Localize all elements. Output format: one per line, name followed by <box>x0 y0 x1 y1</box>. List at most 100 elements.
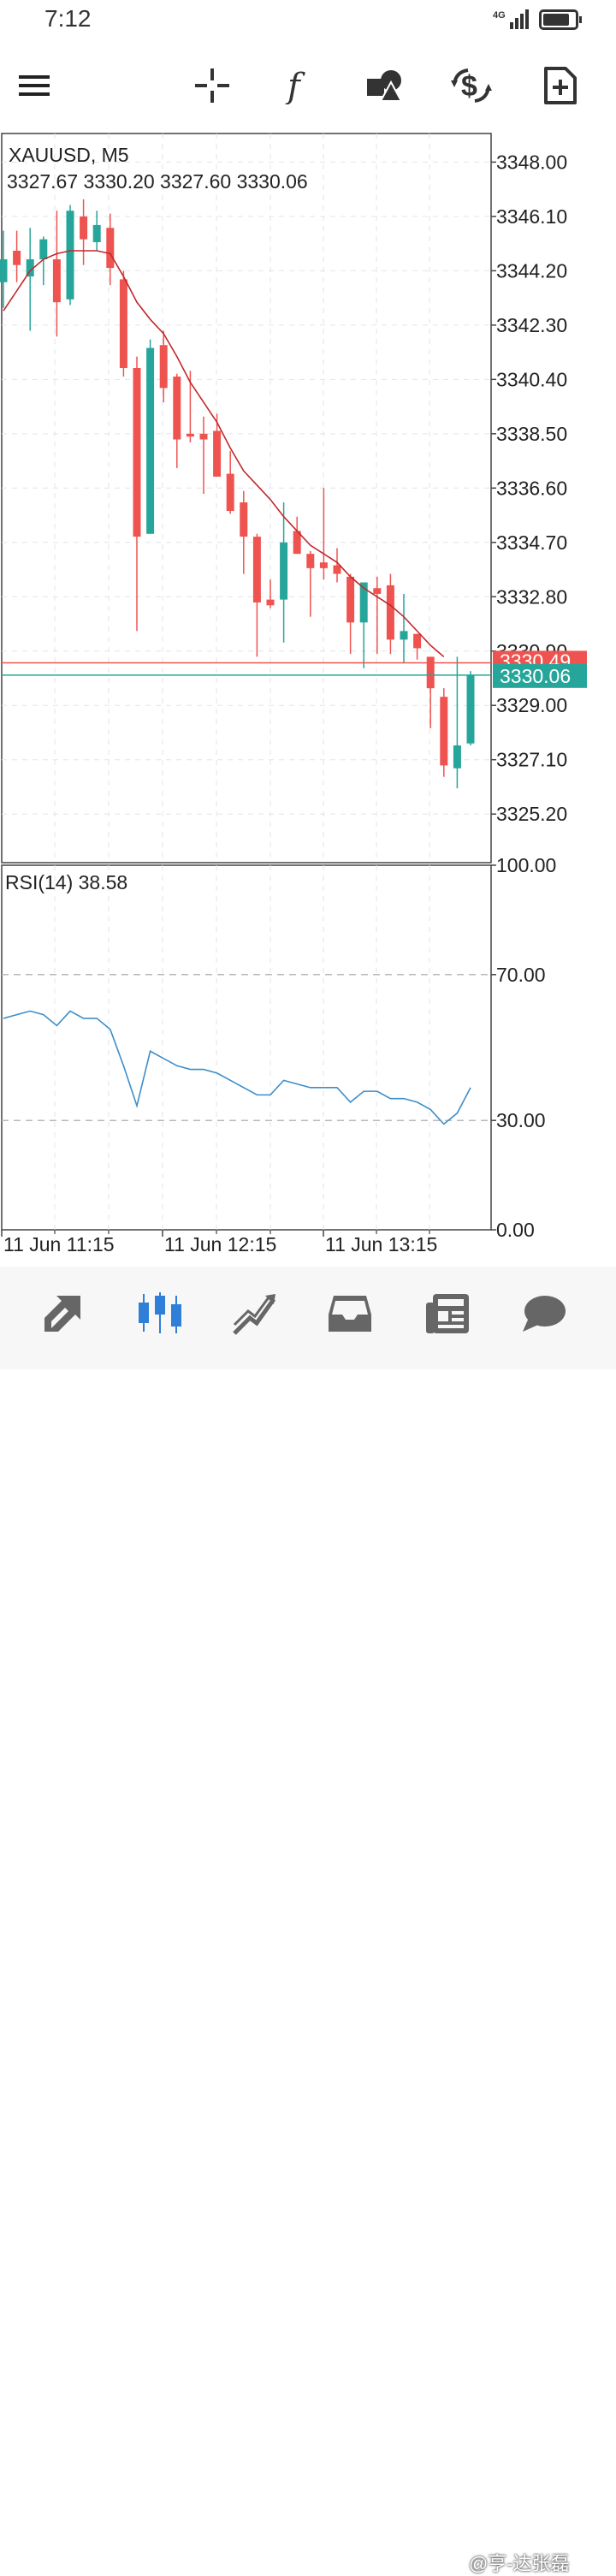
bear-candle-body <box>199 433 208 440</box>
bottom-navigation: @亨-达张磊 <box>0 1267 616 2574</box>
signal-icon: 4G <box>493 9 529 29</box>
objects-button[interactable] <box>359 51 411 120</box>
bear-candle-body <box>252 537 261 602</box>
symbol-label: XAUUSD, M5 <box>9 144 129 166</box>
price-tick-label: 3336.60 <box>496 477 567 499</box>
nav-news[interactable] <box>409 1275 486 1352</box>
indicators-button[interactable]: f <box>272 51 323 120</box>
price-chart[interactable]: 3348.00 3346.10 3344.20 3342.30 3340.40 3338.… <box>0 133 616 1267</box>
bear-candle-body <box>373 588 382 594</box>
rsi-line <box>3 1010 471 1125</box>
nav-chart[interactable] <box>121 1275 198 1352</box>
nav-messages[interactable] <box>505 1275 582 1352</box>
shapes-icon <box>367 70 403 102</box>
crosshair-icon <box>195 68 229 103</box>
bull-candle-body <box>92 224 101 242</box>
new-order-button[interactable] <box>535 51 586 120</box>
bear-candle-body <box>13 250 21 265</box>
bull-candle-body <box>280 542 288 600</box>
time-axis-label: 11 Jun 11:15 <box>3 1233 115 1255</box>
status-icons: 4G <box>493 9 582 31</box>
bull-candle-body <box>453 745 461 769</box>
rsi-label: RSI(14) 38.58 <box>5 871 127 893</box>
price-tick-label: 3344.20 <box>496 259 567 282</box>
bear-candle-body <box>346 576 355 623</box>
bear-candle-body <box>133 367 141 537</box>
battery-icon <box>539 9 582 30</box>
rsi-tick-label: 100.00 <box>496 854 556 876</box>
price-tick-label: 3340.40 <box>496 368 567 390</box>
bear-candle-body <box>319 562 328 568</box>
price-tick-label: 3334.70 <box>496 531 567 554</box>
nav-trade[interactable] <box>216 1275 293 1352</box>
crosshair-button[interactable] <box>187 51 238 120</box>
bull-candle-body <box>26 259 34 277</box>
nav-history[interactable] <box>311 1275 388 1352</box>
bear-candle-body <box>386 585 394 640</box>
rsi-tick-label: 0.00 <box>496 1219 535 1241</box>
rsi-tick-label: 70.00 <box>496 964 546 986</box>
svg-text:$: $ <box>461 70 477 103</box>
bear-candle-body <box>266 599 275 606</box>
bull-candle-body <box>400 631 408 640</box>
svg-text:f: f <box>285 67 305 104</box>
bear-candle-body <box>52 259 61 303</box>
bear-candle-body <box>173 377 181 440</box>
bull-candle-body <box>466 674 475 744</box>
rsi-panel-frame <box>1 864 492 1231</box>
bear-candle-body <box>159 345 168 389</box>
candlestick-icon <box>139 1292 181 1333</box>
status-bar: 7:12 4G <box>0 0 616 41</box>
trade-button[interactable]: $ <box>446 51 497 120</box>
bear-candle-body <box>333 565 341 574</box>
price-tick-label: 3342.30 <box>496 314 567 336</box>
bull-candle-body <box>0 259 8 282</box>
bear-candle-body <box>186 433 194 437</box>
bear-candle-body <box>293 531 301 555</box>
bull-candle-body <box>146 347 155 534</box>
bear-candle-body <box>240 502 248 537</box>
bear-candle-body <box>426 656 435 689</box>
function-icon: f <box>285 67 305 104</box>
price-tick-label: 3329.00 <box>496 694 567 716</box>
bear-candle-body <box>106 228 115 269</box>
ohlc-label: 3327.67 3330.20 3327.60 3330.06 <box>7 170 308 193</box>
bull-candle-body <box>66 211 74 300</box>
price-tick-label: 3346.10 <box>496 205 567 228</box>
bid-price-label: 3330.06 <box>500 665 571 687</box>
quotes-arrows-icon <box>44 1296 80 1332</box>
document-plus-icon <box>544 67 577 104</box>
bear-candle-body <box>440 697 448 766</box>
rsi-tick-label: 30.00 <box>496 1109 546 1131</box>
price-tick-label: 3332.80 <box>496 585 567 608</box>
price-tick-label: 3325.20 <box>496 803 567 825</box>
watermark-text: @亨-达张磊 <box>469 2553 570 2574</box>
time-axis-label: 11 Jun 13:15 <box>325 1233 437 1255</box>
chart-area[interactable]: 3348.00 3346.10 3344.20 3342.30 3340.40 3338.… <box>0 133 616 1267</box>
bear-candle-body <box>306 554 315 568</box>
chart-toolbar: f $ <box>0 51 616 120</box>
time-axis-label: 11 Jun 12:15 <box>164 1233 276 1255</box>
bull-candle-body <box>359 582 368 623</box>
bear-candle-body <box>80 216 88 240</box>
nav-quotes[interactable] <box>24 1275 101 1352</box>
bear-candle-body <box>119 279 127 368</box>
trend-line-icon <box>233 1294 276 1335</box>
price-tick-label: 3327.10 <box>496 749 567 771</box>
hamburger-icon <box>19 75 50 96</box>
dollar-arrows-icon: $ <box>451 68 492 103</box>
status-time: 7:12 <box>44 5 92 32</box>
price-panel-frame <box>1 133 492 864</box>
menu-button[interactable] <box>9 51 60 120</box>
chat-bubble-icon <box>523 1296 566 1332</box>
inbox-icon <box>329 1296 371 1332</box>
price-tick-label: 3348.00 <box>496 151 567 173</box>
bear-candle-body <box>226 473 234 512</box>
news-icon <box>426 1294 469 1333</box>
network-type: 4G <box>493 10 506 21</box>
bid-price-badge <box>493 663 587 688</box>
moving-average-line <box>3 250 445 658</box>
price-tick-label: 3338.50 <box>496 423 567 445</box>
bear-candle-body <box>413 633 422 649</box>
bear-candle-body <box>213 430 222 477</box>
